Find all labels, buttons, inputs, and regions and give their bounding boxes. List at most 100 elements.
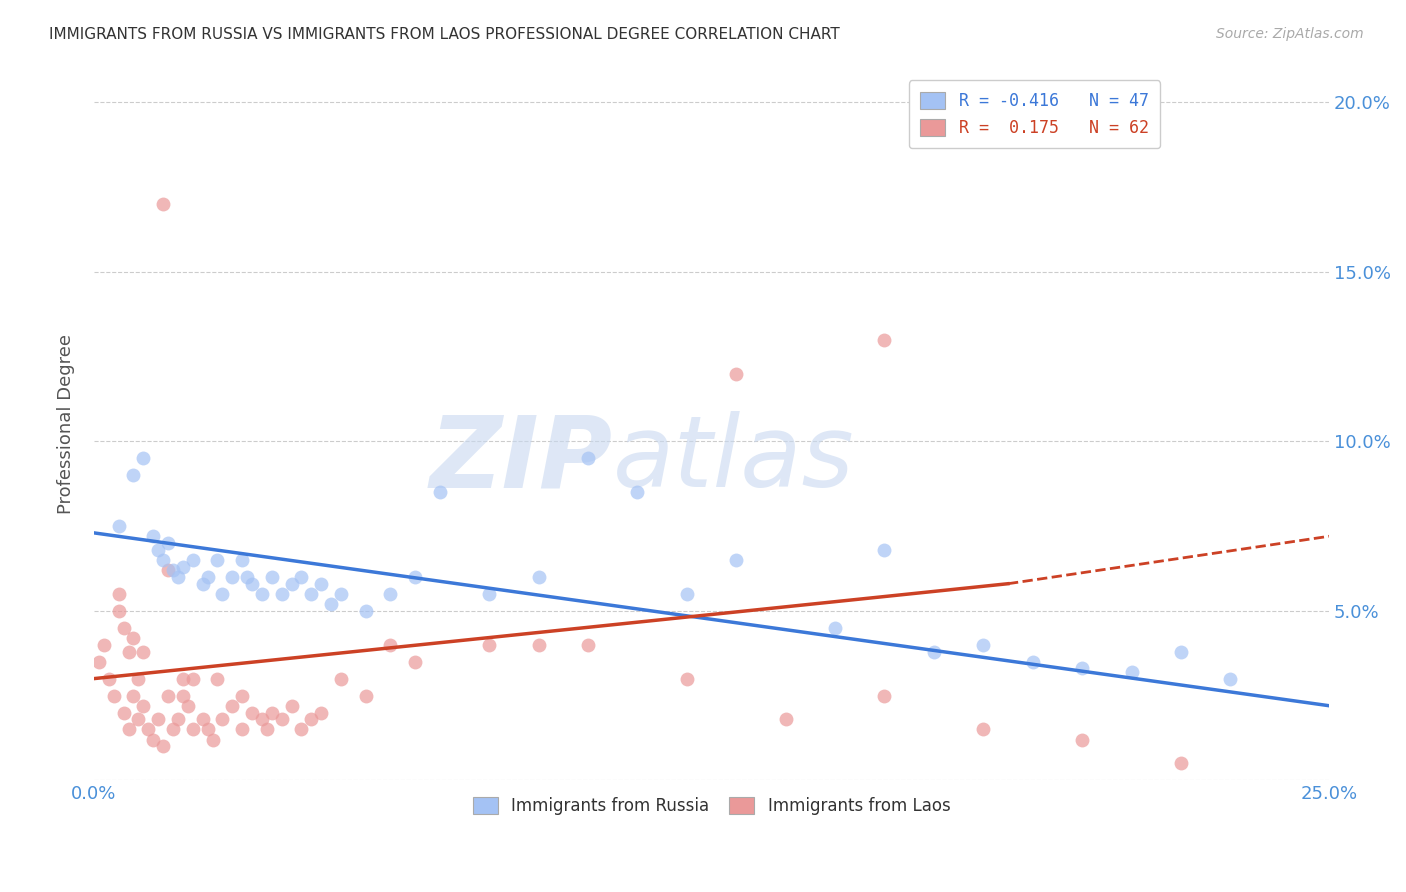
Point [181,723,204,737]
Point [250,712,273,726]
Point [404,655,426,669]
Point [240,576,263,591]
Point [221,570,243,584]
Point [380,638,402,652]
Point [319,597,342,611]
Point [207,672,229,686]
Text: IMMIGRANTS FROM RUSSIA VS IMMIGRANTS FROM LAOS PROFESSIONAL DEGREE CORRELATION C: IMMIGRANTS FROM RUSSIA VS IMMIGRANTS FRO… [49,27,839,42]
Point [775,712,797,726]
Point [221,698,243,713]
Point [330,587,353,601]
Point [1021,655,1043,669]
Y-axis label: Professional Degree: Professional Degree [58,334,75,515]
Point [725,367,748,381]
Point [201,732,224,747]
Point [172,559,194,574]
Point [172,672,194,686]
Point [309,706,332,720]
Point [172,689,194,703]
Point [122,468,145,483]
Point [112,621,135,635]
Point [240,706,263,720]
Point [152,739,174,754]
Point [181,553,204,567]
Point [146,542,169,557]
Point [873,542,896,557]
Point [380,587,402,601]
Point [1071,661,1094,675]
Point [152,197,174,211]
Point [330,672,353,686]
Point [1170,644,1192,658]
Point [429,485,451,500]
Point [873,333,896,347]
Point [117,644,139,658]
Text: atlas: atlas [613,411,855,508]
Point [197,570,219,584]
Point [527,638,550,652]
Point [152,553,174,567]
Point [675,672,697,686]
Point [675,587,697,601]
Point [354,604,377,618]
Point [354,689,377,703]
Point [260,570,283,584]
Point [132,644,155,658]
Point [211,587,233,601]
Point [972,638,994,652]
Point [527,570,550,584]
Point [191,712,214,726]
Text: ZIP: ZIP [430,411,613,508]
Point [122,689,145,703]
Point [167,570,190,584]
Point [97,672,120,686]
Point [157,563,180,577]
Point [107,519,129,533]
Point [207,553,229,567]
Point [299,587,322,601]
Point [132,698,155,713]
Point [478,587,501,601]
Point [136,723,159,737]
Point [1121,665,1143,679]
Point [270,712,292,726]
Point [142,732,165,747]
Point [256,723,278,737]
Point [873,689,896,703]
Point [280,576,302,591]
Point [132,451,155,466]
Point [177,698,200,713]
Text: Source: ZipAtlas.com: Source: ZipAtlas.com [1216,27,1364,41]
Point [404,570,426,584]
Legend: Immigrants from Russia, Immigrants from Laos: Immigrants from Russia, Immigrants from … [463,787,960,825]
Point [1219,672,1241,686]
Point [112,706,135,720]
Point [280,698,302,713]
Point [231,553,253,567]
Point [107,587,129,601]
Point [299,712,322,726]
Point [270,587,292,601]
Point [626,485,648,500]
Point [142,529,165,543]
Point [107,604,129,618]
Point [103,689,125,703]
Point [1071,732,1094,747]
Point [117,723,139,737]
Point [576,638,599,652]
Point [93,638,115,652]
Point [972,723,994,737]
Point [576,451,599,466]
Point [162,563,184,577]
Point [824,621,846,635]
Point [122,631,145,645]
Point [309,576,332,591]
Point [231,723,253,737]
Point [1170,756,1192,771]
Point [478,638,501,652]
Point [260,706,283,720]
Point [162,723,184,737]
Point [181,672,204,686]
Point [231,689,253,703]
Point [290,570,312,584]
